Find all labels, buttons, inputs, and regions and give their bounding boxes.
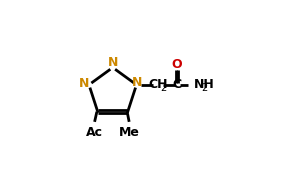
Text: 2: 2 xyxy=(201,83,207,93)
Text: C: C xyxy=(173,78,182,91)
Text: N: N xyxy=(79,77,89,90)
Text: NH: NH xyxy=(194,78,215,91)
Text: 2: 2 xyxy=(161,83,167,93)
Text: Me: Me xyxy=(118,126,139,139)
Text: N: N xyxy=(108,56,118,69)
Text: N: N xyxy=(132,75,142,88)
Text: Ac: Ac xyxy=(85,126,102,139)
Text: CH: CH xyxy=(148,78,167,91)
Text: O: O xyxy=(172,58,182,71)
